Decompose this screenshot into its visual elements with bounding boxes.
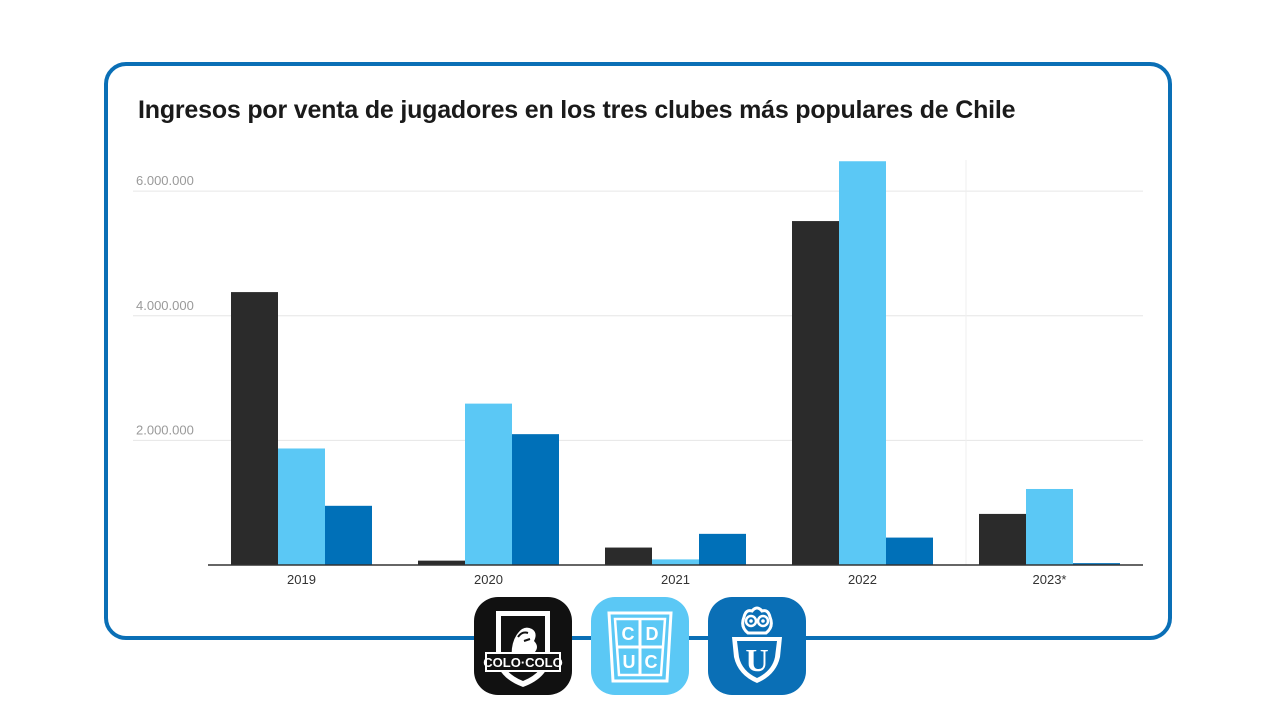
bar-series-2-2023 bbox=[1026, 488, 1073, 565]
y-tick-label: 4.000.000 bbox=[136, 298, 194, 313]
chart-title: Ingresos por venta de jugadores en los t… bbox=[138, 96, 1016, 124]
bar-series-1-2021 bbox=[605, 547, 652, 565]
bar-series-2-2020 bbox=[465, 403, 512, 565]
y-tick-label: 2.000.000 bbox=[136, 422, 194, 437]
bar-series-1-2019 bbox=[231, 292, 278, 565]
bar-series-3-2020 bbox=[512, 434, 559, 565]
bar-series-1-2020 bbox=[418, 560, 465, 565]
bar-series-3-2023 bbox=[1073, 563, 1120, 565]
bar-series-3-2021 bbox=[699, 533, 746, 565]
bar-series-3-2019 bbox=[325, 505, 372, 565]
bar-series-3-2022 bbox=[886, 537, 933, 565]
bar-series-2-2022 bbox=[839, 161, 886, 565]
bar-series-2-2019 bbox=[278, 448, 325, 565]
x-tick-label: 2019 bbox=[287, 572, 316, 587]
bar-series-2-2021 bbox=[652, 559, 699, 565]
y-tick-label: 6.000.000 bbox=[136, 173, 194, 188]
bar-series-1-2023 bbox=[979, 513, 1026, 565]
x-tick-label: 2021 bbox=[661, 572, 690, 587]
bar-series-1-2022 bbox=[792, 221, 839, 566]
x-tick-label: 2023* bbox=[1033, 572, 1067, 587]
x-tick-label: 2020 bbox=[474, 572, 503, 587]
x-tick-label: 2022 bbox=[848, 572, 877, 587]
